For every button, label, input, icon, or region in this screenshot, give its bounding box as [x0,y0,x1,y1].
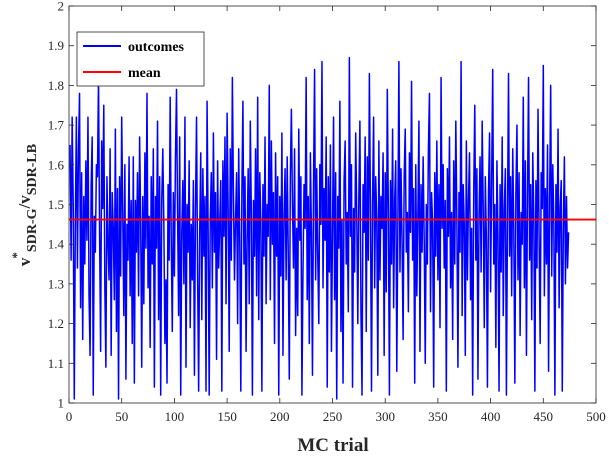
x-tick-label: 400 [481,409,501,424]
x-tick-label: 150 [217,409,237,424]
legend: outcomes mean [76,31,205,87]
legend-box [76,31,205,87]
y-tick-label: 1.4 [48,237,65,252]
x-tick-label: 450 [534,409,554,424]
x-tick-label: 200 [270,409,290,424]
y-axis-title-sub2: SDR-LB [25,144,40,195]
x-tick-label: 0 [66,409,73,424]
legend-label-mean: mean [128,66,161,81]
y-axis-title: v*SDR-G/vSDR-LB [9,144,40,266]
legend-label-outcomes: outcomes [128,40,185,55]
y-ticks: 1 1.1 1.2 1.3 1.4 1.5 1.6 1.7 1.8 1.9 2 [48,0,596,411]
x-tick-label: 100 [165,409,185,424]
x-tick-label: 50 [115,409,128,424]
x-tick-label: 500 [586,409,606,424]
x-tick-label: 350 [428,409,448,424]
x-axis-title: MC trial [297,435,368,456]
y-tick-label: 1 [58,396,65,411]
y-tick-label: 2 [58,0,65,14]
y-axis-title-slash: /v [15,195,34,210]
y-tick-label: 1.3 [48,276,64,291]
x-tick-label: 250 [323,409,343,424]
y-tick-label: 1.5 [48,197,64,212]
y-tick-label: 1.8 [48,78,64,93]
x-tick-label: 300 [375,409,395,424]
plot-lines [69,56,596,400]
y-axis-title-sub1: SDR-G [25,208,40,252]
y-tick-label: 1.9 [48,38,64,53]
y-axis-title-v: v [15,257,34,266]
y-tick-label: 1.6 [48,157,65,172]
y-tick-label: 1.2 [48,316,64,331]
y-tick-label: 1.1 [48,356,64,371]
y-axis-title-star: * [9,252,24,259]
y-tick-label: 1.7 [48,118,65,133]
x-ticks: 0 50 100 150 200 250 300 350 400 450 500 [66,6,606,424]
series-outcomes-line [69,56,570,400]
